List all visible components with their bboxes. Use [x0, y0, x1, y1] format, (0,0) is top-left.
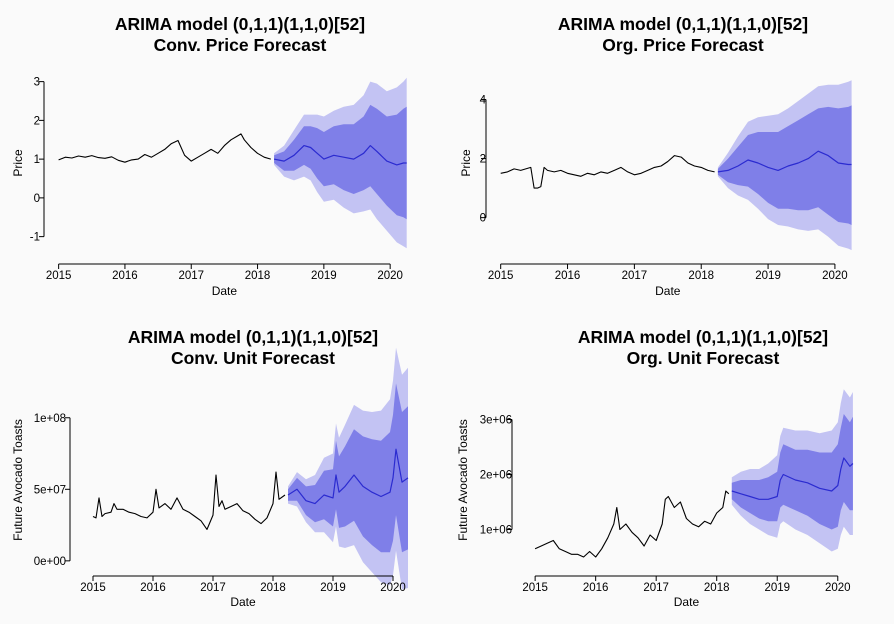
x-axis-label: Date: [230, 595, 256, 609]
y-tick-label: 0: [34, 193, 40, 205]
x-tick-label: 2020: [825, 582, 851, 594]
x-tick-label: 2017: [200, 582, 226, 594]
x-axis-label: Date: [655, 284, 681, 298]
x-tick-label: 2015: [488, 270, 514, 282]
chart-panel-2: ARIMA model (0,1,1)(1,1,0)[52]Org. Price…: [459, 14, 852, 298]
forecast-band-80: [717, 105, 852, 225]
x-tick-label: 2019: [311, 270, 337, 282]
forecast-line: [287, 448, 409, 505]
x-tick-label: 2020: [822, 270, 848, 282]
history-line: [58, 133, 271, 163]
y-tick-label: 0e+00: [34, 556, 66, 568]
chart-panel-4: ARIMA model (0,1,1)(1,1,0)[52]Org. Unit …: [456, 327, 854, 609]
y-tick-label: 1e+08: [34, 413, 66, 425]
x-tick-label: 2018: [688, 270, 714, 282]
chart-subtitle: Conv. Price Forecast: [154, 35, 327, 55]
forecast-line: [731, 457, 854, 500]
chart-panel-3: ARIMA model (0,1,1)(1,1,0)[52]Conv. Unit…: [11, 327, 409, 609]
y-tick-label: 2: [34, 115, 40, 127]
y-tick-label: 3: [34, 77, 40, 89]
x-axis-label: Date: [674, 595, 700, 609]
y-tick-label: 5e+07: [34, 484, 66, 496]
x-tick-label: 2020: [377, 270, 403, 282]
x-tick-label: 2016: [112, 270, 138, 282]
chart-panel-1: ARIMA model (0,1,1)(1,1,0)[52]Conv. Pric…: [11, 14, 407, 298]
x-tick-label: 2019: [755, 270, 781, 282]
x-tick-label: 2016: [140, 582, 166, 594]
y-tick-label: 1: [34, 154, 40, 166]
x-tick-label: 2016: [555, 270, 581, 282]
x-tick-label: 2017: [643, 582, 669, 594]
chart-title: ARIMA model (0,1,1)(1,1,0)[52]: [115, 14, 365, 34]
x-tick-label: 2015: [522, 582, 548, 594]
y-tick-label: -1: [30, 232, 40, 244]
y-axis-label: Price: [11, 149, 25, 177]
chart-title: ARIMA model (0,1,1)(1,1,0)[52]: [558, 14, 808, 34]
y-tick-label: 3e+06: [480, 415, 512, 427]
history-line: [534, 490, 730, 558]
y-axis-label: Price: [459, 149, 473, 177]
x-tick-label: 2015: [80, 582, 106, 594]
y-axis-label: Future Avocado Toasts: [11, 419, 25, 541]
y-tick-label: 1e+06: [480, 525, 512, 537]
x-tick-label: 2018: [245, 270, 271, 282]
x-axis-label: Date: [212, 284, 238, 298]
x-tick-label: 2018: [260, 582, 286, 594]
y-tick-label: 4: [480, 95, 487, 107]
y-tick-label: 2: [480, 154, 486, 166]
forecast-line: [717, 150, 852, 173]
forecast-band-80: [731, 414, 853, 530]
chart-title: ARIMA model (0,1,1)(1,1,0)[52]: [578, 327, 828, 347]
x-tick-label: 2019: [764, 582, 790, 594]
x-tick-label: 2017: [622, 270, 648, 282]
history-line: [92, 471, 286, 530]
x-tick-label: 2016: [583, 582, 609, 594]
chart-title: ARIMA model (0,1,1)(1,1,0)[52]: [128, 327, 378, 347]
x-tick-label: 2020: [380, 582, 406, 594]
y-tick-label: 2e+06: [480, 470, 512, 482]
history-line: [500, 155, 715, 189]
chart-subtitle: Org. Unit Forecast: [627, 348, 780, 368]
y-tick-label: 0: [480, 213, 486, 225]
forecast-line: [273, 145, 407, 166]
chart-subtitle: Org. Price Forecast: [602, 35, 764, 55]
x-tick-label: 2019: [320, 582, 346, 594]
chart-subtitle: Conv. Unit Forecast: [171, 348, 335, 368]
x-tick-label: 2017: [178, 270, 204, 282]
forecast-band-80: [288, 383, 408, 553]
x-tick-label: 2015: [46, 270, 72, 282]
x-tick-label: 2018: [704, 582, 730, 594]
forecast-band-80: [274, 104, 407, 220]
y-axis-label: Future Avocado Toasts: [456, 419, 470, 541]
